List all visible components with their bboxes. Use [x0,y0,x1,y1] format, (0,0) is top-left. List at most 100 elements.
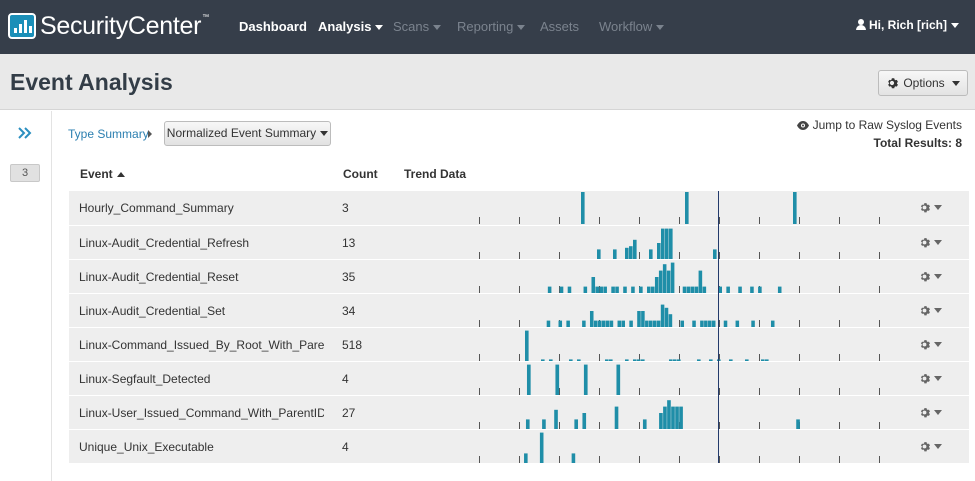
trend-bar [574,419,579,429]
trend-tick [719,422,720,429]
trend-bar [670,262,675,293]
trend-sparkline [479,262,880,293]
chevron-down-icon [934,444,942,449]
trend-sparkline [479,192,880,224]
filter-count-badge[interactable]: 3 [10,164,40,182]
nav-dashboard[interactable]: Dashboard [239,19,307,34]
trend-bar [629,320,633,327]
gear-icon [920,442,930,452]
trend-tick [839,354,840,361]
gear-icon [920,374,930,384]
event-name[interactable]: Linux-Audit_Credential_Refresh [79,236,250,250]
trend-bar [660,304,665,327]
trend-tick [759,320,760,327]
nav-analysis[interactable]: Analysis [318,19,384,34]
trend-bar [750,286,754,293]
table-row[interactable]: Linux-Segfault_Detected 4 [69,361,969,395]
nav-workflow: Workflow [599,19,665,34]
event-name[interactable]: Linux-Command_Issued_By_Root_With_Parent… [79,338,324,352]
trend-bar [657,243,661,259]
trend-bar [583,364,588,395]
trend-bar [758,286,762,293]
gear-icon [920,272,930,282]
gear-icon [888,78,899,89]
trend-bar [542,419,546,429]
trend-bar [524,453,528,463]
row-actions-menu[interactable] [919,407,942,418]
breadcrumb-type-summary[interactable]: Type Summary [68,127,149,141]
trend-tick [679,354,680,361]
trend-tick [839,456,840,463]
eye-icon [796,120,809,130]
trend-bar [637,359,641,361]
row-actions-menu[interactable] [919,339,942,350]
trend-tick [639,422,640,429]
table-row[interactable]: Hourly_Command_Summary 3 [69,191,969,225]
options-button[interactable]: Options [878,70,968,96]
row-actions-menu[interactable] [919,202,942,213]
row-actions-menu[interactable] [919,305,942,316]
event-name[interactable]: Hourly_Command_Summary [79,201,234,215]
row-actions-menu[interactable] [919,271,942,282]
user-menu[interactable]: Hi, Rich [rich] [855,18,959,32]
trend-tick [759,252,760,259]
trend-tick [879,388,880,395]
table-row[interactable]: Unique_Unix_Executable 4 [69,429,969,463]
trend-bar [641,311,645,327]
trend-bar [671,406,675,429]
row-actions-menu[interactable] [919,237,942,248]
trend-bar [554,409,558,429]
expand-panel-icon[interactable] [17,126,33,140]
trend-bar [526,364,531,395]
gear-icon [920,203,930,213]
trend-bar [641,359,645,361]
event-name[interactable]: Linux-Segfault_Detected [79,372,211,386]
gear-icon [920,238,930,248]
trend-tick [879,286,880,293]
row-actions-menu[interactable] [919,441,942,452]
trend-bar [793,192,797,224]
table-row[interactable]: Linux-User_Issued_Command_With_ParentID 2… [69,395,969,429]
trend-bar [597,320,602,327]
trend-bar [614,406,619,429]
table-row[interactable]: Linux-Audit_Credential_Refresh 13 [69,225,969,259]
trend-tick [719,388,720,395]
trend-bar [581,192,585,224]
view-select-dropdown[interactable]: Normalized Event Summary [164,121,331,146]
trend-bar [685,192,689,224]
row-actions-menu[interactable] [919,373,942,384]
event-name[interactable]: Linux-Audit_Credential_Set [79,304,226,318]
trend-bar [745,359,749,361]
current-time-marker [718,191,719,463]
event-count: 34 [342,304,356,318]
trend-bar [649,320,653,327]
page-title: Event Analysis [10,69,173,95]
brand-logo[interactable]: SecurityCenter ™ [8,11,209,41]
table-row[interactable]: Linux-Command_Issued_By_Root_With_Parent… [69,327,969,361]
trend-tick [799,456,800,463]
event-name[interactable]: Linux-Audit_Credential_Reset [79,270,239,284]
nav-reporting: Reporting [457,19,526,34]
column-header-event[interactable]: Event [80,167,125,181]
trend-tick [759,354,760,361]
trend-bar [605,320,610,327]
trend-bar [633,359,637,361]
table-row[interactable]: Linux-Audit_Credential_Reset 35 [69,259,969,293]
event-name[interactable]: Unique_Unix_Executable [79,440,214,454]
event-table: Hourly_Command_Summary 3 Linux-Audit_Crede… [69,191,969,463]
jump-to-raw-link[interactable]: Jump to Raw Syslog Events [796,118,962,132]
event-count: 3 [342,201,349,215]
trend-tick [639,252,640,259]
trend-bar [649,249,653,259]
trend-bar [702,286,707,293]
trend-bar [697,359,701,361]
trend-bar [751,320,755,327]
trend-tick [599,388,600,395]
trend-bar [541,359,545,361]
trend-bar [726,286,730,293]
table-row[interactable]: Linux-Audit_Credential_Set 34 [69,293,969,327]
trend-tick [639,388,640,395]
column-header-count[interactable]: Count [343,167,378,181]
event-name[interactable]: Linux-User_Issued_Command_With_ParentID [79,406,324,420]
trend-bar [609,359,613,361]
